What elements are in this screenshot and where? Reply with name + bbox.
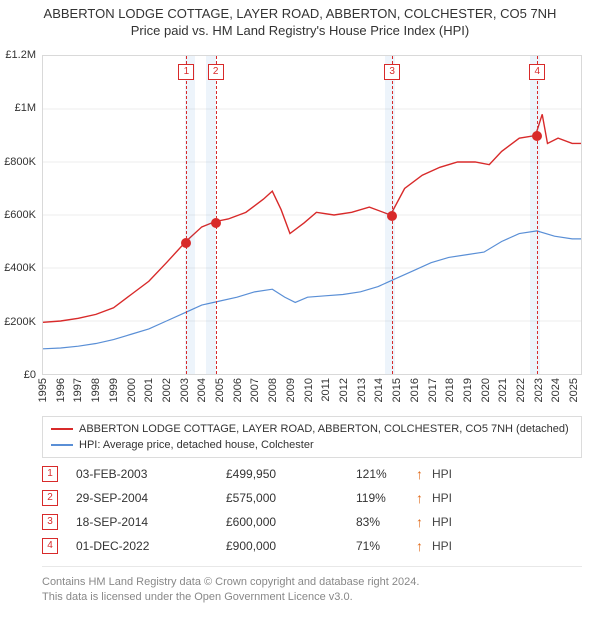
y-tick-label: £800K	[0, 156, 36, 168]
sales-table-row: 1 03-FEB-2003£499,950121%↑HPI	[42, 462, 582, 486]
chart-legend: ABBERTON LODGE COTTAGE, LAYER ROAD, ABBE…	[42, 416, 582, 458]
sale-row-price: £575,000	[226, 491, 356, 505]
y-tick-label: £600K	[0, 209, 36, 221]
arrow-up-icon: ↑	[416, 538, 432, 554]
legend-row-hpi: HPI: Average price, detached house, Colc…	[51, 437, 573, 453]
sale-row-price: £600,000	[226, 515, 356, 529]
sales-table: 103-FEB-2003£499,950121%↑HPI229-SEP-2004…	[42, 462, 582, 558]
highlight-band	[530, 56, 541, 374]
x-tick-label: 2009	[285, 378, 297, 402]
x-tick-label: 2005	[214, 378, 226, 402]
legend-swatch-hpi	[51, 444, 73, 446]
sale-row-pct: 71%	[356, 539, 416, 553]
sale-row-number: 1	[42, 466, 58, 482]
x-tick-label: 2007	[249, 378, 261, 402]
sale-row-hpi: HPI	[432, 539, 472, 553]
x-tick-label: 2002	[161, 378, 173, 402]
chart-title-line1: ABBERTON LODGE COTTAGE, LAYER ROAD, ABBE…	[0, 6, 600, 21]
sale-marker-number: 2	[208, 64, 224, 80]
x-tick-label: 2003	[179, 378, 191, 402]
price-chart: 12 3 4	[42, 55, 582, 375]
x-tick-label: 2022	[515, 378, 527, 402]
x-tick-label: 2011	[320, 378, 332, 402]
sale-row-hpi: HPI	[432, 515, 472, 529]
series-hpi	[43, 231, 581, 349]
sale-row-date: 29-SEP-2004	[76, 491, 226, 505]
y-tick-label: £1M	[0, 102, 36, 114]
y-tick-label: £200K	[0, 316, 36, 328]
y-tick-label: £1.2M	[0, 49, 36, 61]
attribution-text: Contains HM Land Registry data © Crown c…	[42, 566, 582, 605]
legend-label-hpi: HPI: Average price, detached house, Colc…	[79, 439, 314, 451]
chart-title-block: ABBERTON LODGE COTTAGE, LAYER ROAD, ABBE…	[0, 0, 600, 38]
x-tick-label: 2021	[497, 378, 509, 402]
sale-row-number: 3	[42, 514, 58, 530]
y-tick-label: £0	[0, 369, 36, 381]
legend-row-subject: ABBERTON LODGE COTTAGE, LAYER ROAD, ABBE…	[51, 421, 573, 437]
arrow-up-icon: ↑	[416, 514, 432, 530]
legend-label-subject: ABBERTON LODGE COTTAGE, LAYER ROAD, ABBE…	[79, 423, 569, 435]
sale-row-pct: 121%	[356, 467, 416, 481]
chart-title-line2: Price paid vs. HM Land Registry's House …	[0, 23, 600, 38]
series-subject	[43, 114, 581, 322]
x-tick-label: 2015	[391, 378, 403, 402]
x-tick-label: 2008	[267, 378, 279, 402]
sale-row-number: 4	[42, 538, 58, 554]
attribution-line2: This data is licensed under the Open Gov…	[42, 590, 582, 605]
sale-row-price: £499,950	[226, 467, 356, 481]
y-tick-label: £400K	[0, 262, 36, 274]
sale-row-date: 01-DEC-2022	[76, 539, 226, 553]
sales-table-row: 2 29-SEP-2004£575,000119%↑HPI	[42, 486, 582, 510]
sale-marker-number: 3	[384, 64, 400, 80]
x-tick-label: 1997	[72, 378, 84, 402]
sale-row-date: 18-SEP-2014	[76, 515, 226, 529]
x-tick-label: 2013	[356, 378, 368, 402]
x-tick-label: 1995	[37, 378, 49, 402]
x-tick-label: 2023	[533, 378, 545, 402]
x-tick-label: 2016	[409, 378, 421, 402]
x-tick-label: 2014	[373, 378, 385, 402]
x-tick-label: 2020	[480, 378, 492, 402]
sale-row-hpi: HPI	[432, 491, 472, 505]
sale-marker-vline	[186, 56, 187, 374]
x-tick-label: 2024	[550, 378, 562, 402]
sale-row-date: 03-FEB-2003	[76, 467, 226, 481]
sale-marker-dot	[532, 131, 542, 141]
x-tick-label: 1999	[108, 378, 120, 402]
x-tick-label: 2000	[126, 378, 138, 402]
x-tick-label: 2018	[444, 378, 456, 402]
attribution-line1: Contains HM Land Registry data © Crown c…	[42, 575, 582, 590]
sales-table-row: 3 18-SEP-2014£600,00083%↑HPI	[42, 510, 582, 534]
arrow-up-icon: ↑	[416, 490, 432, 506]
x-tick-label: 2017	[427, 378, 439, 402]
sale-row-pct: 83%	[356, 515, 416, 529]
x-tick-label: 1998	[90, 378, 102, 402]
sale-row-hpi: HPI	[432, 467, 472, 481]
sale-marker-dot	[387, 211, 397, 221]
x-tick-label: 2019	[462, 378, 474, 402]
x-tick-label: 2004	[196, 378, 208, 402]
sale-row-price: £900,000	[226, 539, 356, 553]
arrow-up-icon: ↑	[416, 466, 432, 482]
x-tick-label: 2025	[568, 378, 580, 402]
sale-marker-vline	[537, 56, 538, 374]
x-tick-label: 2001	[143, 378, 155, 402]
x-tick-label: 1996	[55, 378, 67, 402]
x-tick-label: 2010	[303, 378, 315, 402]
legend-swatch-subject	[51, 428, 73, 430]
sale-marker-number: 4	[529, 64, 545, 80]
sale-row-number: 2	[42, 490, 58, 506]
sales-table-row: 4 01-DEC-2022£900,00071%↑HPI	[42, 534, 582, 558]
sale-marker-dot	[211, 218, 221, 228]
x-tick-label: 2006	[232, 378, 244, 402]
sale-marker-vline	[216, 56, 217, 374]
x-tick-label: 2012	[338, 378, 350, 402]
sale-marker-number: 1	[178, 64, 194, 80]
sale-marker-dot	[181, 238, 191, 248]
sale-row-pct: 119%	[356, 491, 416, 505]
plot-svg	[43, 56, 581, 374]
